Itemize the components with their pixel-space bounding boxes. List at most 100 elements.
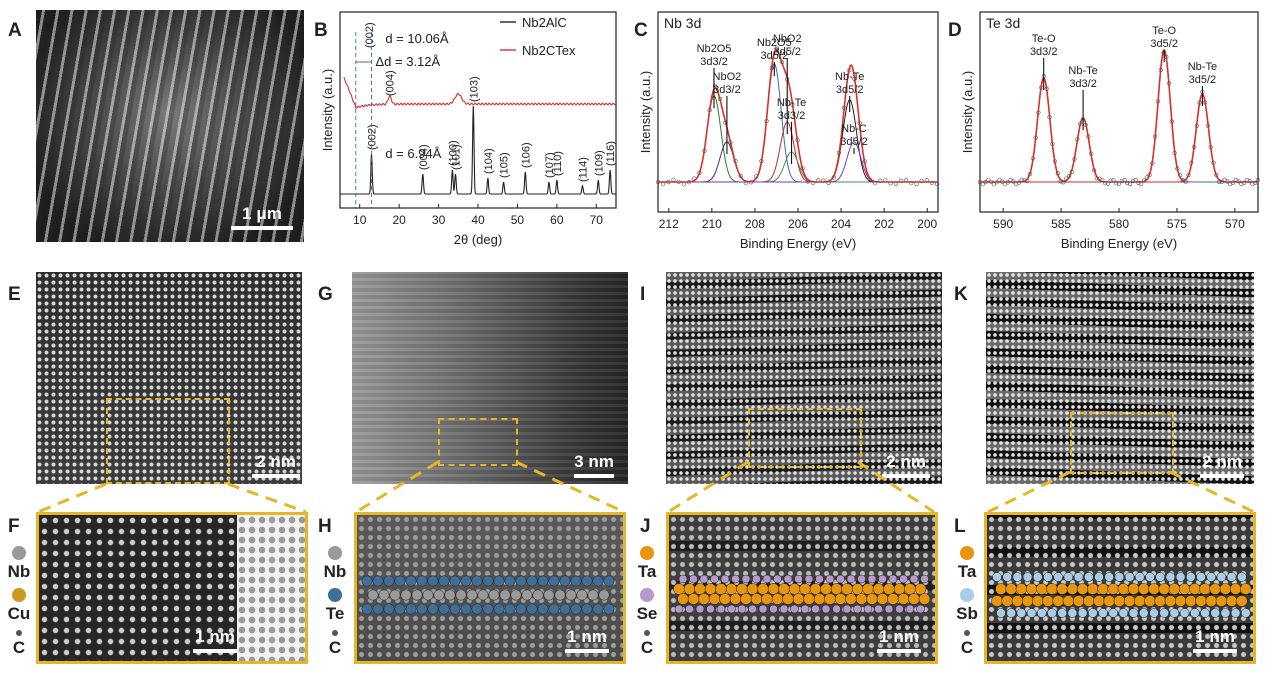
atom-se bbox=[685, 604, 694, 614]
atom-ta bbox=[1056, 583, 1068, 595]
xpsd-datapoint bbox=[1116, 181, 1122, 186]
xpsd-title: Te 3d bbox=[986, 15, 1020, 31]
xpsd-datapoint bbox=[1005, 180, 1010, 185]
atom-te bbox=[559, 575, 571, 587]
xpsd-datapoint bbox=[1172, 150, 1177, 155]
atom-sb bbox=[1084, 572, 1094, 582]
atom-sb bbox=[1067, 608, 1078, 618]
scalebar-j-label: 1 nm bbox=[879, 627, 919, 646]
xpsc-datapoint bbox=[712, 83, 717, 89]
atom-ta bbox=[1215, 595, 1228, 607]
atom-ta bbox=[1066, 583, 1079, 595]
xpsc-peak-label-4: Nb-Te bbox=[777, 97, 806, 109]
scalebar-i: 2 nm bbox=[876, 452, 936, 478]
xpsd-datapoint bbox=[1000, 179, 1005, 184]
xpsd-peak-sublabel-2: 3d5/2 bbox=[1150, 38, 1178, 50]
atom-ta bbox=[872, 583, 885, 595]
xpsc-datapoint bbox=[831, 175, 836, 180]
atom-te bbox=[405, 603, 417, 615]
atom-sb bbox=[1139, 608, 1149, 618]
atom-sb bbox=[1200, 608, 1210, 618]
atom-te bbox=[449, 575, 461, 587]
xpsc-datapoint bbox=[842, 105, 847, 110]
atom-te bbox=[427, 603, 439, 615]
atom-se bbox=[689, 574, 698, 584]
legend-f-item-3: C bbox=[2, 630, 36, 658]
atom-ta bbox=[1032, 595, 1044, 607]
xrd-annotation-d1: d = 10.06Å bbox=[385, 31, 449, 46]
xpsd-datapoint bbox=[1244, 177, 1250, 183]
legend-j-label-1: Ta bbox=[637, 562, 657, 581]
xpsc-datapoint bbox=[919, 178, 924, 183]
xrd-xtick-label: 10 bbox=[353, 213, 367, 227]
atom-nb bbox=[510, 589, 522, 601]
zoom-region-g bbox=[438, 418, 518, 466]
atom-ta bbox=[1117, 583, 1130, 595]
xpsc-xtick-label: 212 bbox=[659, 217, 679, 231]
legend-j-label-3: C bbox=[640, 638, 654, 657]
atom-ta bbox=[1240, 583, 1252, 595]
stem-image-k: 2 nm bbox=[986, 272, 1254, 484]
atom-ta bbox=[1164, 595, 1177, 607]
xpsc-datapoint bbox=[929, 180, 935, 186]
xpsd-datapoint bbox=[1105, 181, 1110, 186]
atom-ta bbox=[1083, 595, 1095, 607]
atom-se bbox=[815, 574, 824, 584]
atom-ta bbox=[771, 593, 784, 605]
atom-overlay-j bbox=[673, 574, 931, 614]
atom-ta bbox=[1144, 595, 1156, 607]
xpsd-datapoint bbox=[1125, 180, 1130, 186]
legend-l-item-2: Sb bbox=[950, 588, 984, 624]
panel-label-f: F bbox=[8, 516, 20, 537]
atom-ta bbox=[687, 593, 700, 605]
xpsd-datapoint bbox=[1058, 179, 1063, 184]
atom-ta bbox=[1225, 595, 1238, 607]
xrd-peak-label-9: (110) bbox=[552, 151, 564, 176]
atom-sb bbox=[1206, 572, 1216, 582]
atom-se bbox=[710, 574, 719, 584]
atom-se bbox=[741, 574, 751, 584]
xrd-legend-label-2: Nb2CTex bbox=[522, 43, 576, 58]
xpsd-datapoint bbox=[1108, 178, 1113, 183]
atom-te bbox=[504, 575, 516, 587]
xpsc-datapoint bbox=[728, 140, 733, 145]
atom-sb bbox=[1077, 608, 1088, 618]
atom-nb bbox=[488, 589, 500, 601]
atom-ta bbox=[1103, 595, 1115, 607]
scalebar-a-label: 1 μm bbox=[242, 204, 282, 223]
panel-label-e: E bbox=[8, 284, 21, 305]
atom-se bbox=[821, 604, 831, 614]
atom-sb bbox=[1190, 608, 1200, 618]
xps-te3d-chart: 590 585 580 575 570 Binding Energy (eV) Intens… bbox=[960, 11, 1261, 251]
atom-nb bbox=[411, 589, 423, 601]
atom-se bbox=[846, 574, 856, 584]
xpsd-datapoint bbox=[991, 182, 997, 187]
atom-sb bbox=[1006, 608, 1016, 618]
atom-ta bbox=[736, 583, 748, 595]
atom-sb bbox=[1135, 572, 1145, 582]
xpsc-peak-label-3: NbO2 bbox=[773, 33, 802, 45]
xpsd-xtick-label: 570 bbox=[1225, 217, 1245, 231]
atom-ta bbox=[1236, 595, 1248, 607]
atom-se bbox=[727, 604, 736, 614]
atom-nb bbox=[444, 589, 456, 601]
xrd-red-peak-label-0: (002) bbox=[364, 22, 376, 48]
atom-ta bbox=[995, 583, 1007, 595]
xpsd-datapoint bbox=[1030, 156, 1035, 161]
xpsd-datapoint bbox=[1072, 157, 1077, 162]
atom-ta bbox=[851, 583, 864, 595]
atom-nb bbox=[521, 589, 533, 601]
atom-se bbox=[888, 574, 898, 584]
atom-te bbox=[526, 575, 538, 587]
xpsc-datapoint bbox=[697, 170, 702, 175]
xpsc-xtick-label: 206 bbox=[788, 217, 808, 231]
atom-ta bbox=[673, 583, 685, 595]
legend-l-item-3: C bbox=[950, 630, 984, 658]
legend-j-label-2: Se bbox=[636, 604, 658, 623]
atom-sb bbox=[1012, 572, 1023, 582]
atom-te bbox=[493, 603, 505, 615]
atom-nb bbox=[378, 589, 390, 601]
atom-se bbox=[769, 604, 778, 614]
atom-ta bbox=[1138, 583, 1150, 595]
atom-te bbox=[460, 603, 472, 615]
